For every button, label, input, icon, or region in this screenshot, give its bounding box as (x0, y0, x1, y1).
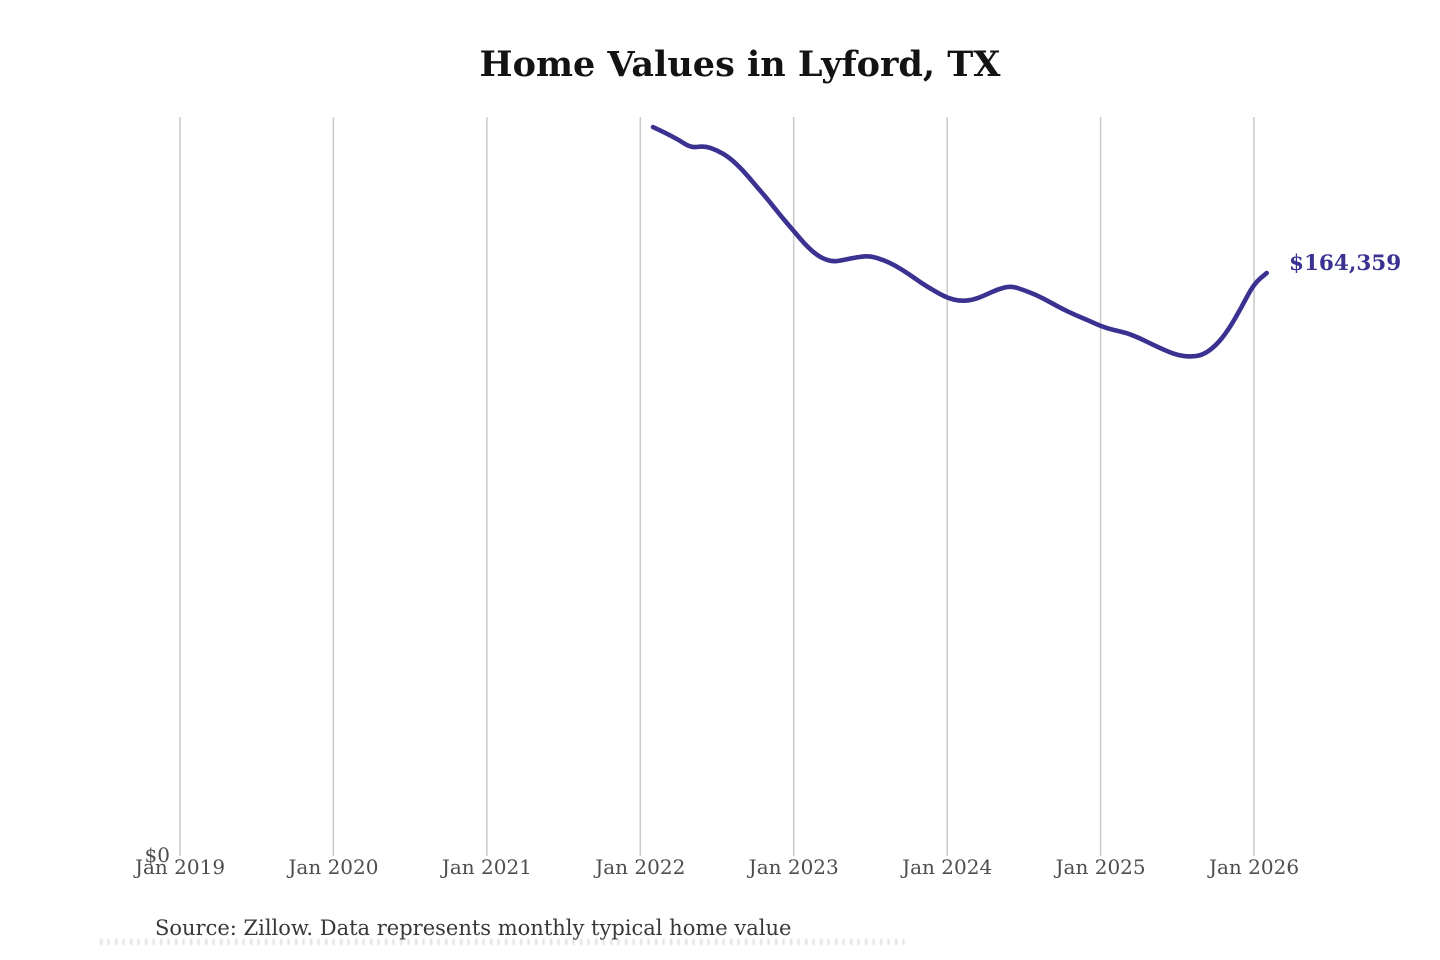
source-note: Source: Zillow. Data represents monthly … (155, 916, 792, 940)
y-axis-zero-label: $0 (144, 843, 170, 867)
x-axis-tick-label: Jan 2022 (595, 855, 686, 879)
series-end-value-label: $164,359 (1289, 251, 1402, 276)
home-value-line-series (650, 124, 1269, 359)
chart-title: Home Values in Lyford, TX (479, 44, 1001, 85)
x-axis-tick-label: Jan 2021 (441, 855, 532, 879)
x-axis-tick-label: Jan 2019 (134, 855, 226, 879)
vertical-gridlines (179, 117, 1255, 856)
x-axis-tick-label: Jan 2020 (288, 855, 379, 879)
x-axis-tick-label: Jan 2023 (748, 855, 839, 879)
x-axis-tick-label: Jan 2025 (1055, 855, 1146, 879)
cropped-text-artifact (100, 939, 910, 945)
x-axis-tick-label: Jan 2026 (1208, 855, 1300, 879)
x-axis-tick-label: Jan 2024 (902, 855, 993, 879)
